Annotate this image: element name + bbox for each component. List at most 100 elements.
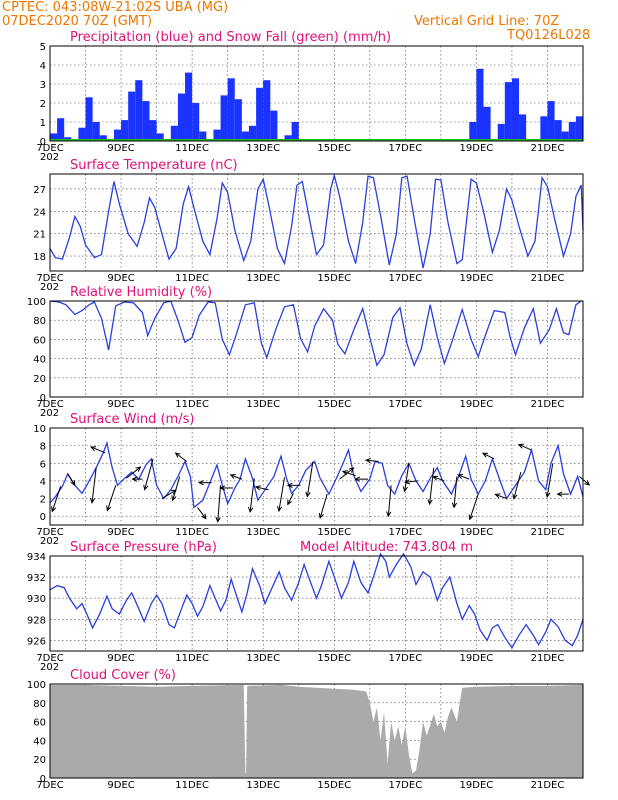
precip-ytick-label: 4 <box>40 61 46 72</box>
wind-vector <box>51 486 62 512</box>
precip-bar <box>121 120 129 141</box>
rh-xtick-label: 7DEC <box>36 399 63 410</box>
temp-ytick-label: 18 <box>33 252 46 263</box>
cloud-ytick-label: 60 <box>33 718 46 729</box>
precip-ytick-label: 3 <box>40 80 46 91</box>
temp-panel: 18 21 24 27 7DEC 9DEC 11DEC 13DEC 15DEC 17DEC 19DE… <box>33 158 584 293</box>
precip-bar <box>50 133 58 141</box>
temp-xtick-label: 21DEC <box>531 273 565 284</box>
wind-vector-head <box>494 493 501 499</box>
wind-vector-head <box>70 480 76 487</box>
pres-ytick-label: 932 <box>27 573 46 584</box>
temp-xtick-label: 11DEC <box>175 273 209 284</box>
precip-ytick-label: 5 <box>40 42 46 53</box>
precip-xtick-label: 19DEC <box>460 143 494 154</box>
precip-bar <box>504 82 512 141</box>
wind-vector-head <box>341 470 349 476</box>
wind-vector <box>453 476 458 508</box>
pres-xtick-label: 21DEC <box>531 653 565 664</box>
cloud-xtick-label: 11DEC <box>175 780 209 791</box>
wind-vector-head <box>143 484 149 491</box>
wind-vector-head <box>171 495 177 502</box>
cloud-xtick-label: 15DEC <box>317 780 351 791</box>
precip-bar <box>113 129 122 141</box>
pres-title: Surface Pressure (hPa) <box>70 540 217 555</box>
temp-xtick-label: 19DEC <box>460 273 494 284</box>
precip-bar <box>227 78 235 141</box>
wind-vector-head <box>432 475 439 481</box>
pres-xtick-label: 9DEC <box>107 653 134 664</box>
wind-vector-head <box>229 473 236 479</box>
cloud-ytick-label: 80 <box>33 699 46 710</box>
cloud-frame <box>49 683 584 779</box>
precip-bar <box>270 110 278 141</box>
pres-annotation: Model Altitude: 743.804 m <box>300 540 473 555</box>
temp-ytick-label: 24 <box>33 207 46 218</box>
cloud-ytick-label: 40 <box>33 736 46 747</box>
precip-bar <box>57 118 65 141</box>
wind-vector-head <box>135 466 142 472</box>
temp-title: Surface Temperature (nC) <box>70 158 238 173</box>
wind-vector <box>513 471 522 499</box>
pres-frame <box>49 555 584 652</box>
cloud-xtick-label: 7DEC <box>36 780 63 791</box>
wind-vector <box>278 477 286 512</box>
wind-vector-head <box>468 514 474 521</box>
wind-vector-head <box>348 467 355 473</box>
wind-frame <box>49 427 584 526</box>
precip-ytick-label: 1 <box>40 118 46 129</box>
wind-vector <box>457 474 470 480</box>
pres-xtick-label: 11DEC <box>175 653 209 664</box>
wind-vector-head <box>404 479 411 485</box>
wind-vector <box>518 443 532 451</box>
wind-vector <box>90 446 106 454</box>
rh-frame <box>49 300 584 398</box>
precip-bar <box>469 122 477 141</box>
wind-vector <box>67 473 76 486</box>
temp-line <box>49 172 584 269</box>
wind-year-label: 202 <box>40 536 59 547</box>
wind-ytick-label: 10 <box>33 424 46 435</box>
header-run-time: 07DEC2020 70Z (GMT) <box>2 14 153 29</box>
wind-vector <box>387 485 392 517</box>
pres-xtick-label: 15DEC <box>317 653 351 664</box>
wind-xtick-label: 9DEC <box>107 527 134 538</box>
wind-vector <box>172 476 181 501</box>
wind-vector <box>366 459 379 463</box>
temp-frame <box>49 173 584 272</box>
rh-panel: 0 20 40 60 80 100 7DEC 9DEC 11DEC 13DEC 15DEC 17DEC… <box>27 285 584 419</box>
pres-xtick-label: 13DEC <box>246 653 280 664</box>
wind-vector-head <box>364 457 371 464</box>
pres-year-label: 202 <box>40 662 59 673</box>
wind-vector <box>319 493 328 519</box>
wind-vector-head <box>106 505 112 512</box>
temp-xtick-label: 7DEC <box>36 273 63 284</box>
cloud-area <box>50 684 583 778</box>
wind-vector <box>405 480 418 483</box>
wind-vector <box>175 452 188 462</box>
wind-vector <box>433 476 445 482</box>
wind-vector-head <box>545 491 551 499</box>
wind-vector-head <box>201 513 207 520</box>
precip-bar <box>142 101 150 141</box>
wind-vector-head <box>427 499 433 506</box>
wind-vector-head <box>90 446 97 452</box>
wind-vector-head <box>277 506 283 513</box>
rh-xtick-label: 15DEC <box>317 399 351 410</box>
wind-vector-head <box>287 499 293 506</box>
rh-ytick-label: 60 <box>33 335 46 346</box>
wind-vector <box>482 452 495 460</box>
wind-vector-head <box>131 476 138 482</box>
precip-frame <box>49 45 584 142</box>
precip-bar <box>291 122 299 141</box>
precip-year-label: 202 <box>40 152 59 163</box>
pres-ytick-label: 930 <box>27 594 46 605</box>
precip-xtick-label: 11DEC <box>175 143 209 154</box>
precip-bar <box>256 87 264 141</box>
precip-xtick-label: 9DEC <box>107 143 134 154</box>
precip-bar <box>192 103 200 141</box>
wind-line <box>49 440 584 509</box>
precip-ytick-label: 2 <box>40 99 46 110</box>
precip-bar <box>554 120 562 141</box>
